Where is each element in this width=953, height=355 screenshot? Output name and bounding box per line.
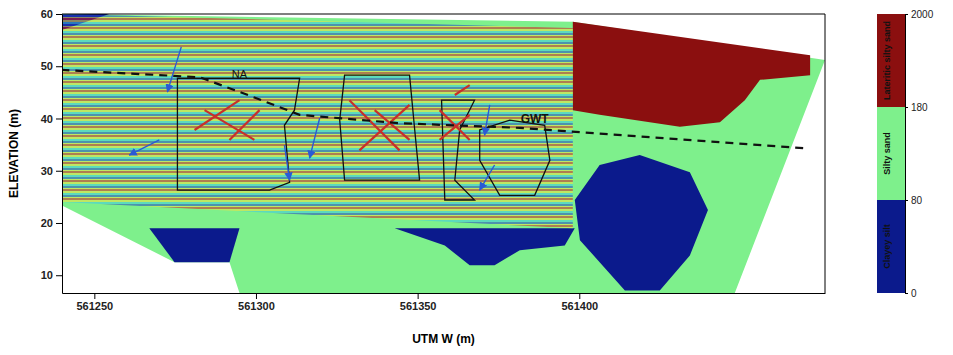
y-tick: 30 xyxy=(41,165,62,177)
y-tick: 60 xyxy=(41,8,62,20)
y-tick-label: 30 xyxy=(41,165,53,177)
x-tick: 561250 xyxy=(76,293,113,312)
reflector xyxy=(375,110,410,140)
colorbar-axis-line xyxy=(906,15,909,294)
colorbar: Clayey silt Silty sand Lateritic silty san… xyxy=(877,9,934,299)
y-tick: 20 xyxy=(41,217,62,229)
y-tick-mark xyxy=(56,275,62,276)
anomaly-outline xyxy=(177,78,299,190)
region xyxy=(395,228,575,265)
chart-root: NA GWT 561250 561300 561350 561400 10 20 30 40 50 6… xyxy=(0,0,953,355)
y-tick-mark xyxy=(56,14,62,15)
reflector xyxy=(440,115,470,140)
y-tick-label: 40 xyxy=(41,113,53,125)
x-tick-label: 561300 xyxy=(238,300,275,312)
colorbar-tick: 180 xyxy=(905,102,928,113)
anomaly-outline xyxy=(480,120,550,195)
colorbar-segment xyxy=(877,200,905,293)
colorbar-class-label: Clayey silt xyxy=(882,224,892,269)
arrow xyxy=(480,165,495,190)
y-tick-mark xyxy=(56,118,62,119)
plot-frame xyxy=(825,14,826,293)
radargram xyxy=(62,14,573,228)
y-tick-mark xyxy=(56,223,62,224)
colorbar-segment xyxy=(877,107,905,200)
colorbar-tick: 0 xyxy=(905,288,917,299)
y-tick-label: 10 xyxy=(41,269,53,281)
y-tick-mark xyxy=(56,66,62,67)
region xyxy=(575,155,708,290)
x-tick-label: 561250 xyxy=(76,300,113,312)
colorbar-tick-mark xyxy=(905,14,908,15)
y-tick-mark xyxy=(56,171,62,172)
arrow xyxy=(129,140,159,155)
colorbar-tick: 80 xyxy=(905,195,923,206)
reflector xyxy=(195,100,240,130)
x-tick-mark xyxy=(418,293,419,299)
reflector xyxy=(205,110,255,140)
colorbar-tick-mark xyxy=(905,107,908,108)
reflector xyxy=(229,110,259,140)
arrow xyxy=(310,118,320,158)
y-axis: 10 20 30 40 50 60 xyxy=(41,8,63,293)
y-axis-title: ELEVATION (m) xyxy=(7,109,21,198)
x-tick: 561350 xyxy=(400,293,437,312)
colorbar-axis: 0 80 180 2000 xyxy=(905,9,934,299)
y-tick: 40 xyxy=(41,113,62,125)
x-axis-title: UTM W (m) xyxy=(412,332,475,346)
reflector xyxy=(455,85,470,95)
x-tick-mark xyxy=(256,293,257,299)
colorbar-class-label: Lateritic silty sand xyxy=(882,21,892,100)
arrow xyxy=(167,47,181,92)
region xyxy=(62,14,825,293)
reflector xyxy=(359,105,409,150)
colorbar-tick-label: 2000 xyxy=(911,9,934,20)
region xyxy=(573,22,810,127)
chart-svg: NA GWT 561250 561300 561350 561400 10 20 30 40 50 6… xyxy=(0,0,953,355)
y-axis-line xyxy=(62,15,63,294)
colorbar-class-label: Silty sand xyxy=(882,132,892,175)
x-axis: 561250 561300 561350 561400 xyxy=(63,293,826,312)
x-tick-label: 561400 xyxy=(561,300,598,312)
plot-area xyxy=(62,14,825,293)
colorbar-tick: 2000 xyxy=(905,9,934,20)
anomaly-outline xyxy=(340,75,420,180)
region xyxy=(149,228,239,262)
colorbar-segment xyxy=(877,14,905,107)
y-tick: 10 xyxy=(41,269,62,281)
x-tick: 561300 xyxy=(238,293,275,312)
x-tick-label: 561350 xyxy=(400,300,437,312)
x-axis-line xyxy=(63,293,826,294)
water-table xyxy=(62,70,805,148)
annotation: GWT xyxy=(521,112,550,126)
colorbar-tick-label: 80 xyxy=(911,195,923,206)
y-tick-label: 60 xyxy=(41,8,53,20)
x-tick-mark xyxy=(579,293,580,299)
colorbar-tick-label: 180 xyxy=(911,102,928,113)
x-tick: 561400 xyxy=(561,293,598,312)
y-tick-label: 50 xyxy=(41,60,53,72)
colorbar-tick-mark xyxy=(905,293,908,294)
y-tick-label: 20 xyxy=(41,217,53,229)
colorbar-tick-mark xyxy=(905,200,908,201)
x-tick-mark xyxy=(94,293,95,299)
arrow xyxy=(485,105,490,135)
plot-frame xyxy=(62,14,825,15)
arrow xyxy=(284,145,289,180)
y-tick: 50 xyxy=(41,60,62,72)
annotation: NA xyxy=(232,68,248,80)
colorbar-tick-label: 0 xyxy=(911,288,917,299)
